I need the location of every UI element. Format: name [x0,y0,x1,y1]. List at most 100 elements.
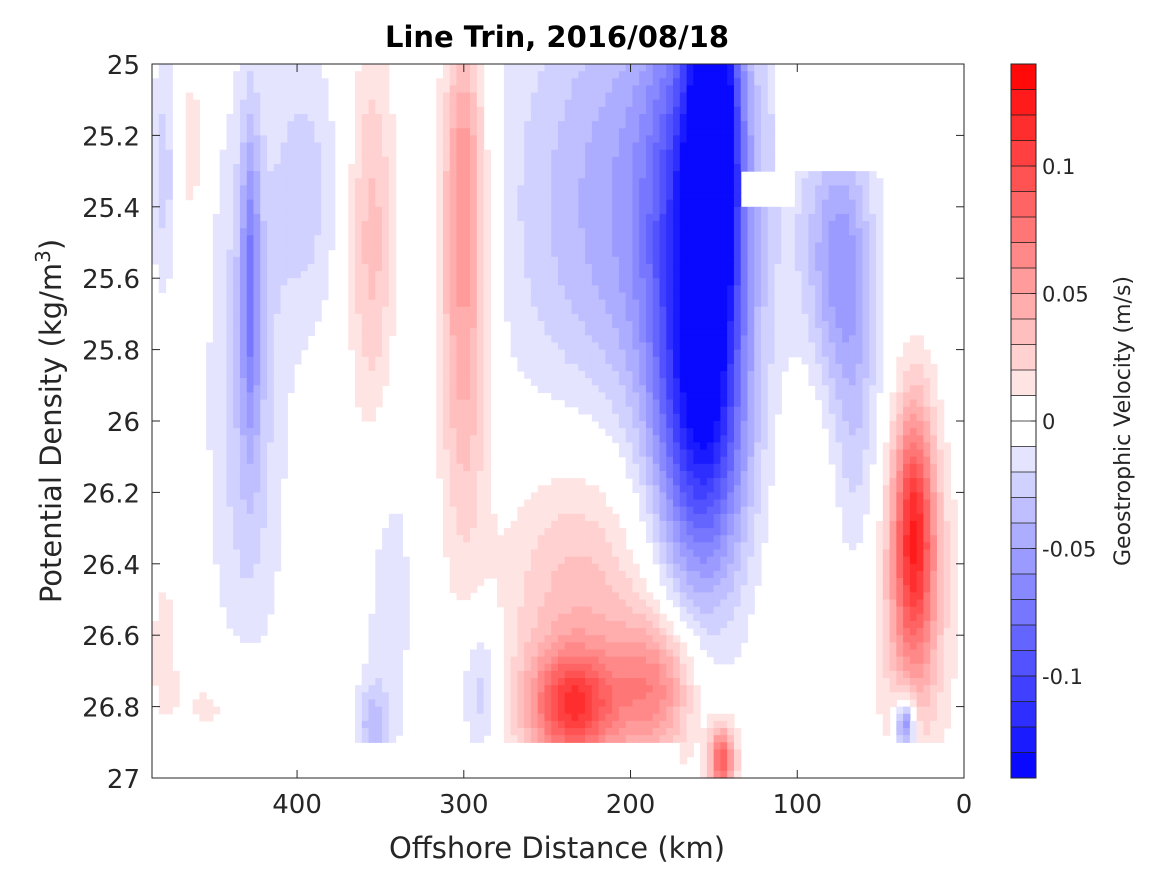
heatmap-cell [713,285,721,294]
heatmap-cell [585,99,593,108]
heatmap-cell [463,113,471,122]
heatmap-cell [659,428,667,436]
heatmap-cell [618,306,627,315]
heatmap-cell [774,306,782,315]
heatmap-cell [280,470,288,479]
heatmap-cell [239,178,248,186]
heatmap-cell [740,385,749,394]
heatmap-cell [233,392,241,401]
heatmap-cell [862,199,870,208]
heatmap-cell [598,185,606,194]
heatmap-cell [158,85,167,94]
heatmap-cell [165,178,173,186]
heatmap-cell [876,271,884,279]
heatmap-cell [368,185,376,194]
heatmap-cell [449,528,458,536]
heatmap-cell [463,199,471,208]
heatmap-cell [679,206,688,215]
heatmap-cell [740,85,749,94]
heatmap-cell [828,456,837,465]
heatmap-cell [842,520,850,529]
heatmap-cell [267,71,275,79]
heatmap-cell [368,213,376,222]
heatmap-cell [233,163,241,172]
heatmap-cell [673,392,681,401]
heatmap-cell [639,263,647,272]
heatmap-cell [943,456,952,465]
heatmap-cell [260,213,268,222]
heatmap-cell [808,271,816,279]
heatmap-cell [835,178,843,186]
heatmap-cell [382,99,390,108]
heatmap-cell [591,313,600,322]
heatmap-cell [855,235,864,244]
heatmap-cell [761,349,769,358]
heatmap-cell [693,335,701,344]
heatmap-cell [740,520,749,529]
heatmap-cell [267,213,275,222]
heatmap-cell [449,342,458,351]
heatmap-cell [503,278,512,286]
heatmap-cell [835,278,843,286]
heatmap-cell [612,64,620,72]
heatmap-cell [294,163,302,172]
heatmap-cell [788,249,796,258]
heatmap-cell [551,342,559,351]
heatmap-cell [442,342,451,351]
heatmap-cell [239,371,248,379]
heatmap-cell [909,363,918,372]
heatmap-cell [165,99,173,108]
heatmap-cell [936,399,945,408]
heatmap-cell [382,149,390,158]
heatmap-cell [943,478,952,486]
heatmap-cell [483,413,491,422]
heatmap-cell [273,356,282,365]
heatmap-cell [233,470,241,479]
heatmap-cell [855,299,864,308]
heatmap-cell [639,221,647,229]
heatmap-cell [267,313,275,322]
heatmap-cell [355,106,363,115]
heatmap-cell [470,335,478,344]
heatmap-cell [761,64,769,72]
heatmap-cell [761,135,769,144]
heatmap-cell [307,149,315,158]
heatmap-cell [645,171,654,179]
heatmap-cell [876,285,884,294]
heatmap-cell [666,142,674,151]
heatmap-cell [449,356,458,365]
heatmap-cell [442,199,451,208]
heatmap-cell [571,135,579,144]
heatmap-cell [226,342,234,351]
heatmap-cell [625,335,634,344]
heatmap-cell [382,185,390,194]
heatmap-cell [470,99,478,108]
heatmap-cell [476,256,485,265]
heatmap-cell [754,78,762,87]
heatmap-cell [598,178,606,186]
heatmap-cell [740,435,749,444]
heatmap-cell [747,121,755,129]
heatmap-cell [612,278,620,286]
heatmap-cell [645,492,654,501]
heatmap-cell [470,249,478,258]
heatmap-cell [903,421,911,429]
heatmap-cell [517,292,525,301]
heatmap-cell [382,328,390,336]
heatmap-cell [530,135,539,144]
heatmap-cell [578,356,586,365]
heatmap-cell [463,299,471,308]
heatmap-cell [591,349,600,358]
heatmap-cell [727,442,735,451]
heatmap-cell [686,149,694,158]
heatmap-cell [835,399,843,408]
heatmap-cell [483,528,491,536]
heatmap-cell [706,92,715,101]
heatmap-cell [788,313,796,322]
heatmap-cell [307,121,315,129]
heatmap-cell [388,321,397,329]
heatmap-cell [639,506,647,515]
heatmap-cell [598,371,606,379]
heatmap-cell [470,399,478,408]
heatmap-cell [794,235,803,244]
